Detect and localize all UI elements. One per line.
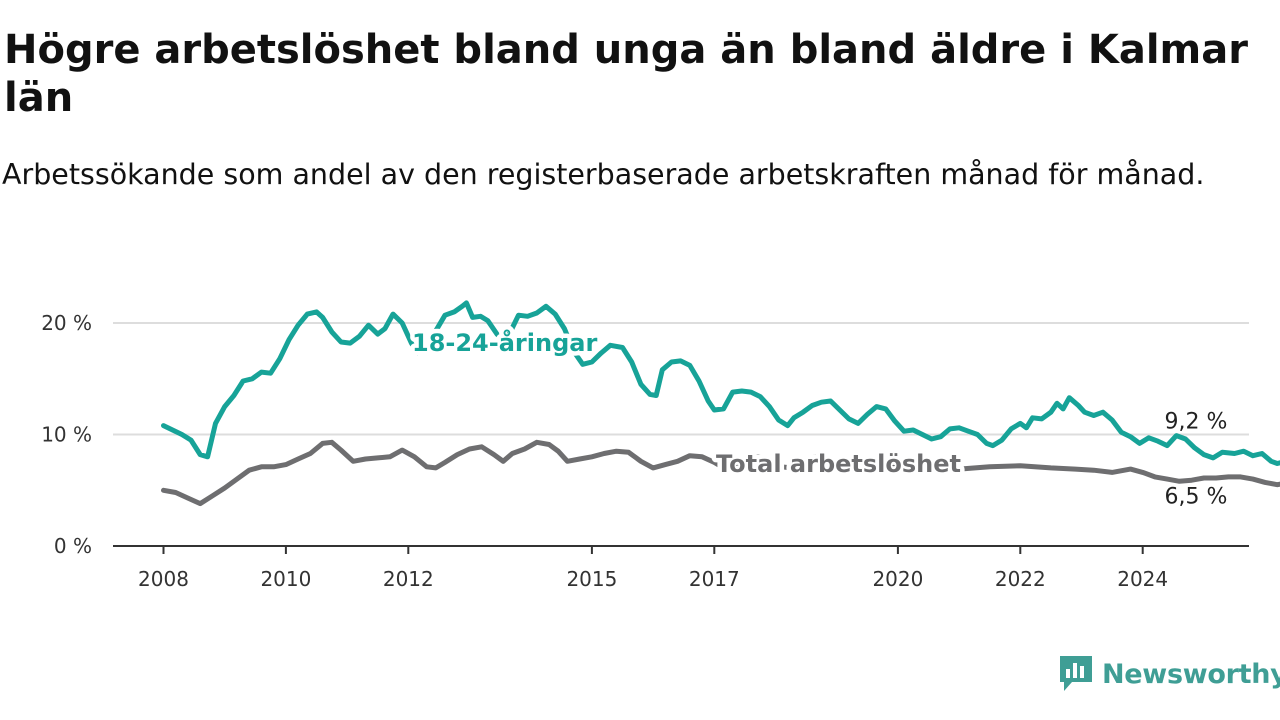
page-subtitle: Arbetssökande som andel av den registerb… <box>2 158 1205 191</box>
brand: Newsworthy <box>1058 652 1280 696</box>
series-line-total <box>161 439 1280 507</box>
end-label-total: 6,5 % <box>1165 485 1228 510</box>
end-label-youth: 9,2 % <box>1165 409 1228 434</box>
y-tick-label: 0 % <box>54 534 92 558</box>
newsworthy-logo-icon <box>1060 656 1092 691</box>
series-label-youth: 18-24-åringar <box>412 328 597 357</box>
x-tick-label: 2010 <box>260 567 311 591</box>
y-tick-label: 10 % <box>41 423 92 447</box>
series-line-youth <box>161 300 1280 466</box>
x-tick-label: 2020 <box>872 567 923 591</box>
x-tick-label: 2008 <box>138 567 189 591</box>
page-title: Högre arbetslöshet bland unga än bland ä… <box>4 27 1248 121</box>
x-tick-label: 2015 <box>566 567 617 591</box>
x-tick-label: 2017 <box>689 567 740 591</box>
x-tick-label: 2022 <box>995 567 1046 591</box>
brand-name: Newsworthy <box>1102 658 1280 690</box>
x-tick-label: 2012 <box>383 567 434 591</box>
series-label-total: Total arbetslöshet <box>716 450 961 478</box>
x-tick-label: 2024 <box>1117 567 1168 591</box>
y-tick-label: 20 % <box>41 311 92 335</box>
